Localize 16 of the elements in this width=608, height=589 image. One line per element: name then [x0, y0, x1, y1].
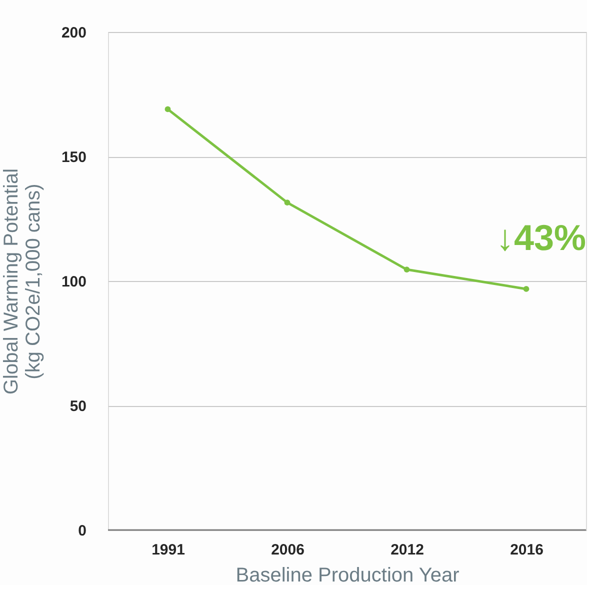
x-tick-label: 2012 [390, 542, 424, 558]
x-tick-label: 1991 [152, 542, 185, 558]
x-tick-label: 2006 [271, 542, 304, 558]
y-tick-label: 0 [78, 522, 86, 540]
annotation: ↓43% [496, 217, 586, 258]
y-tick-label: 100 [61, 274, 86, 290]
point [523, 286, 530, 292]
y-tick-label: 50 [70, 398, 86, 415]
point [284, 200, 290, 206]
y-tick-label: 200 [61, 24, 86, 42]
y-tick-label: 150 [61, 149, 86, 166]
point [164, 106, 171, 112]
y-axis-title: Global Warming Potential (kg CO2e/1,000 cans) [0, 168, 44, 395]
x-axis-title: Baseline Production Year [236, 564, 460, 586]
x-tick-label: 2016 [510, 542, 544, 558]
point [404, 266, 410, 272]
